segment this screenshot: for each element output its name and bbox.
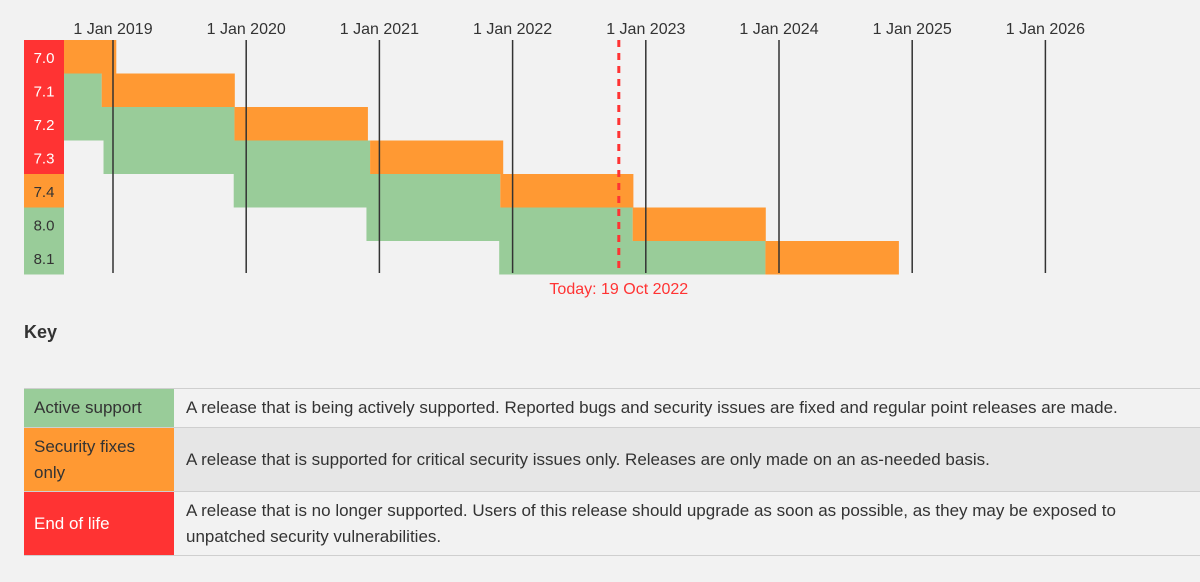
- key-description-security: A release that is supported for critical…: [174, 427, 1200, 492]
- security-support-bar-7-3: [370, 140, 504, 174]
- year-label: 1 Jan 2019: [73, 21, 152, 38]
- year-label: 1 Jan 2025: [873, 21, 952, 38]
- version-label-7-3: 7.3: [34, 150, 55, 167]
- active-support-bar-8-1: [499, 241, 766, 275]
- security-support-bar-8-0: [632, 207, 766, 241]
- active-support-bar-7-2: [64, 107, 235, 141]
- active-support-bar-8-0: [366, 207, 633, 241]
- key-row-security: Security fixes only A release that is su…: [24, 427, 1200, 492]
- key-description-active: A release that is being actively support…: [174, 388, 1200, 428]
- version-label-bg-7-1: [24, 73, 64, 107]
- key-row-eol: End of life A release that is no longer …: [24, 491, 1200, 556]
- key-table: Active support A release that is being a…: [24, 388, 1200, 556]
- year-label: 1 Jan 2021: [340, 21, 419, 38]
- version-label-7-1: 7.1: [34, 83, 55, 100]
- year-label: 1 Jan 2026: [1006, 21, 1085, 38]
- version-label-7-4: 7.4: [34, 184, 55, 201]
- security-support-bar-7-0: [64, 40, 117, 74]
- version-label-bg-7-0: [24, 40, 64, 74]
- year-label: 1 Jan 2024: [739, 21, 818, 38]
- year-label: 1 Jan 2020: [207, 21, 286, 38]
- active-support-bar-7-3: [103, 140, 371, 174]
- version-label-7-2: 7.2: [34, 117, 55, 134]
- version-label-bg-7-4: [24, 174, 64, 208]
- year-label: 1 Jan 2022: [473, 21, 552, 38]
- key-description-eol: A release that is no longer supported. U…: [174, 491, 1200, 556]
- security-support-bar-7-1: [101, 73, 235, 107]
- version-label-bg-8-1: [24, 241, 64, 275]
- version-label-8-1: 8.1: [34, 251, 55, 268]
- version-label-bg-7-2: [24, 107, 64, 141]
- version-timeline: 7.0 7.1 7.2 7.3 7.4 8.0 8.1 1 Jan 2019 1 Jan 202…: [24, 21, 1085, 298]
- version-label-bg-7-3: [24, 140, 64, 174]
- security-support-bar-7-4: [500, 174, 634, 208]
- version-label-8-0: 8.0: [34, 217, 55, 234]
- key-row-active: Active support A release that is being a…: [24, 388, 1200, 428]
- key-label-security: Security fixes only: [24, 427, 174, 492]
- year-label: 1 Jan 2023: [606, 21, 685, 38]
- key-label-active: Active support: [24, 388, 174, 428]
- version-label-bg-8-0: [24, 207, 64, 241]
- key-heading: Key: [24, 322, 58, 342]
- today-label: Today: 19 Oct 2022: [549, 281, 688, 298]
- security-support-bar-8-1: [765, 241, 899, 275]
- security-support-bar-7-2: [234, 107, 368, 141]
- version-label-7-0: 7.0: [34, 50, 55, 67]
- key-label-eol: End of life: [24, 491, 174, 556]
- active-support-bar-7-4: [233, 174, 501, 208]
- active-support-bar-7-1: [64, 73, 102, 107]
